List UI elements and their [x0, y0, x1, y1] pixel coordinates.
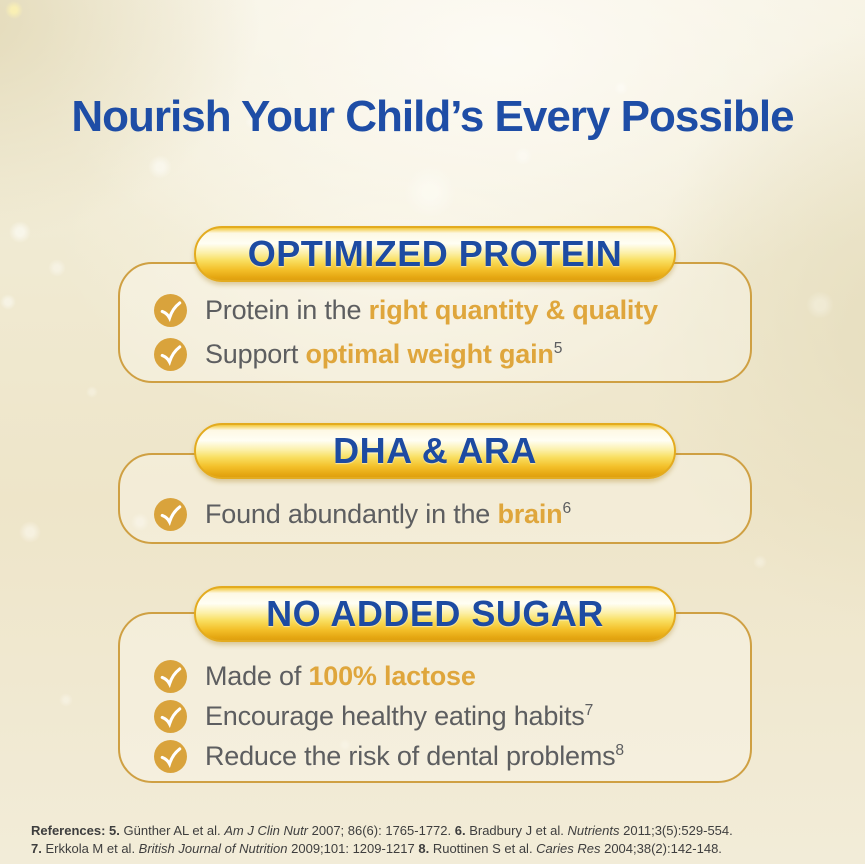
- benefit-item: Protein in the right quantity & quality: [154, 294, 750, 327]
- check-icon: [154, 294, 187, 327]
- section-banner: NO ADDED SUGAR: [194, 586, 676, 642]
- headline: Nourish Your Child’s Every Possible: [71, 92, 794, 141]
- benefit-list: Protein in the right quantity & quality …: [120, 264, 750, 371]
- section-banner: OPTIMIZED PROTEIN: [194, 226, 676, 282]
- section-card-dha-ara: DHA & ARA Found abundantly in the brain6: [118, 423, 752, 544]
- benefit-item: Encourage healthy eating habits7: [154, 700, 750, 733]
- benefit-item: Made of 100% lactose: [154, 660, 750, 693]
- section-banner-label: NO ADDED SUGAR: [266, 593, 604, 634]
- section-banner-label: OPTIMIZED PROTEIN: [247, 233, 623, 274]
- section-banner-label: DHA & ARA: [333, 430, 537, 471]
- benefit-text: Support optimal weight gain5: [205, 339, 563, 369]
- benefit-text: Encourage healthy eating habits7: [205, 701, 594, 731]
- reference-line-2: 7. Erkkola M et al. British Journal of N…: [31, 841, 722, 856]
- check-icon: [154, 660, 187, 693]
- check-icon: [154, 740, 187, 773]
- section-banner: DHA & ARA: [194, 423, 676, 479]
- benefit-item: Reduce the risk of dental problems8: [154, 740, 750, 773]
- check-icon: [154, 338, 187, 371]
- references: References: 5. Günther AL et al. Am J Cl…: [31, 822, 733, 858]
- benefit-text: Made of 100% lactose: [205, 661, 476, 691]
- benefit-text: Reduce the risk of dental problems8: [205, 741, 624, 771]
- section-card-no-added-sugar: NO ADDED SUGAR Made of 100% lactose Enco…: [118, 586, 752, 783]
- benefit-item: Found abundantly in the brain6: [154, 498, 750, 531]
- benefit-text: Protein in the right quantity & quality: [205, 295, 658, 325]
- benefit-text: Found abundantly in the brain6: [205, 499, 571, 529]
- check-icon: [154, 700, 187, 733]
- benefit-list: Made of 100% lactose Encourage healthy e…: [120, 614, 750, 773]
- benefit-item: Support optimal weight gain5: [154, 338, 750, 371]
- benefit-list: Found abundantly in the brain6: [120, 455, 750, 531]
- section-card-optimized-protein: OPTIMIZED PROTEIN Protein in the right q…: [118, 226, 752, 383]
- check-icon: [154, 498, 187, 531]
- reference-line-1: References: 5. Günther AL et al. Am J Cl…: [31, 823, 733, 838]
